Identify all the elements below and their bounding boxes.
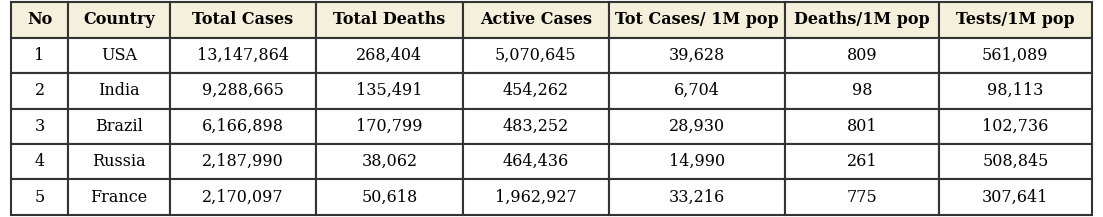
Bar <box>170 2 317 38</box>
Bar <box>939 179 1092 215</box>
Text: Brazil: Brazil <box>95 118 142 135</box>
Text: Total Deaths: Total Deaths <box>333 11 446 28</box>
Text: 775: 775 <box>847 189 878 206</box>
Bar <box>785 108 939 144</box>
Bar <box>68 144 170 179</box>
Bar <box>609 73 785 108</box>
Bar <box>609 38 785 73</box>
Text: India: India <box>98 82 140 99</box>
Text: 6,704: 6,704 <box>674 82 720 99</box>
Text: USA: USA <box>100 47 137 64</box>
Bar <box>609 144 785 179</box>
Text: 801: 801 <box>847 118 877 135</box>
Text: 102,736: 102,736 <box>982 118 1049 135</box>
Text: 5,070,645: 5,070,645 <box>495 47 577 64</box>
Bar <box>785 38 939 73</box>
Bar <box>609 179 785 215</box>
Bar <box>317 2 462 38</box>
Text: Active Cases: Active Cases <box>480 11 592 28</box>
Bar <box>317 144 462 179</box>
Bar <box>68 38 170 73</box>
Bar <box>462 179 609 215</box>
Bar <box>68 73 170 108</box>
Text: 6,166,898: 6,166,898 <box>202 118 283 135</box>
Text: 809: 809 <box>847 47 877 64</box>
Text: Deaths/1M pop: Deaths/1M pop <box>794 11 930 28</box>
Bar <box>11 2 68 38</box>
Text: 561,089: 561,089 <box>982 47 1049 64</box>
Bar <box>462 108 609 144</box>
Bar <box>68 2 170 38</box>
Text: 170,799: 170,799 <box>356 118 422 135</box>
Bar <box>317 38 462 73</box>
Text: Tests/1M pop: Tests/1M pop <box>956 11 1074 28</box>
Bar <box>11 144 68 179</box>
Text: 464,436: 464,436 <box>503 153 569 170</box>
Text: 38,062: 38,062 <box>362 153 418 170</box>
Bar <box>317 73 462 108</box>
Text: 261: 261 <box>847 153 877 170</box>
Text: 98: 98 <box>852 82 872 99</box>
Bar <box>462 73 609 108</box>
Text: 33,216: 33,216 <box>670 189 726 206</box>
Text: 3: 3 <box>34 118 44 135</box>
Text: 2: 2 <box>34 82 44 99</box>
Text: 135,491: 135,491 <box>356 82 422 99</box>
Text: 1: 1 <box>34 47 44 64</box>
Text: Russia: Russia <box>92 153 146 170</box>
Bar <box>11 73 68 108</box>
Bar <box>939 144 1092 179</box>
Text: Total Cases: Total Cases <box>192 11 293 28</box>
Text: 9,288,665: 9,288,665 <box>202 82 283 99</box>
Text: 14,990: 14,990 <box>670 153 726 170</box>
Text: No: No <box>26 11 52 28</box>
Bar <box>68 108 170 144</box>
Bar <box>462 38 609 73</box>
Text: Country: Country <box>83 11 154 28</box>
Bar <box>317 108 462 144</box>
Bar <box>68 179 170 215</box>
Bar <box>939 108 1092 144</box>
Bar <box>939 2 1092 38</box>
Bar <box>939 73 1092 108</box>
Text: 268,404: 268,404 <box>356 47 422 64</box>
Text: 50,618: 50,618 <box>362 189 418 206</box>
Bar <box>462 2 609 38</box>
Text: 2,170,097: 2,170,097 <box>202 189 283 206</box>
Bar <box>170 144 317 179</box>
Text: 1,962,927: 1,962,927 <box>495 189 577 206</box>
Bar <box>785 144 939 179</box>
Text: 454,262: 454,262 <box>503 82 569 99</box>
Text: Tot Cases/ 1M pop: Tot Cases/ 1M pop <box>615 11 779 28</box>
Bar <box>170 73 317 108</box>
Text: 4: 4 <box>34 153 44 170</box>
Bar <box>609 108 785 144</box>
Text: 5: 5 <box>34 189 44 206</box>
Bar <box>939 38 1092 73</box>
Text: 307,641: 307,641 <box>982 189 1049 206</box>
Text: 39,628: 39,628 <box>670 47 726 64</box>
Bar <box>785 179 939 215</box>
Bar <box>11 108 68 144</box>
Bar <box>170 38 317 73</box>
Text: 2,187,990: 2,187,990 <box>202 153 283 170</box>
Bar <box>785 73 939 108</box>
Text: 28,930: 28,930 <box>670 118 726 135</box>
Bar <box>317 179 462 215</box>
Bar <box>609 2 785 38</box>
Bar <box>170 179 317 215</box>
Text: 13,147,864: 13,147,864 <box>197 47 289 64</box>
Text: 483,252: 483,252 <box>503 118 569 135</box>
Text: France: France <box>90 189 148 206</box>
Bar <box>785 2 939 38</box>
Text: 508,845: 508,845 <box>982 153 1049 170</box>
Bar <box>170 108 317 144</box>
Bar <box>11 38 68 73</box>
Bar <box>462 144 609 179</box>
Text: 98,113: 98,113 <box>987 82 1043 99</box>
Bar <box>11 179 68 215</box>
